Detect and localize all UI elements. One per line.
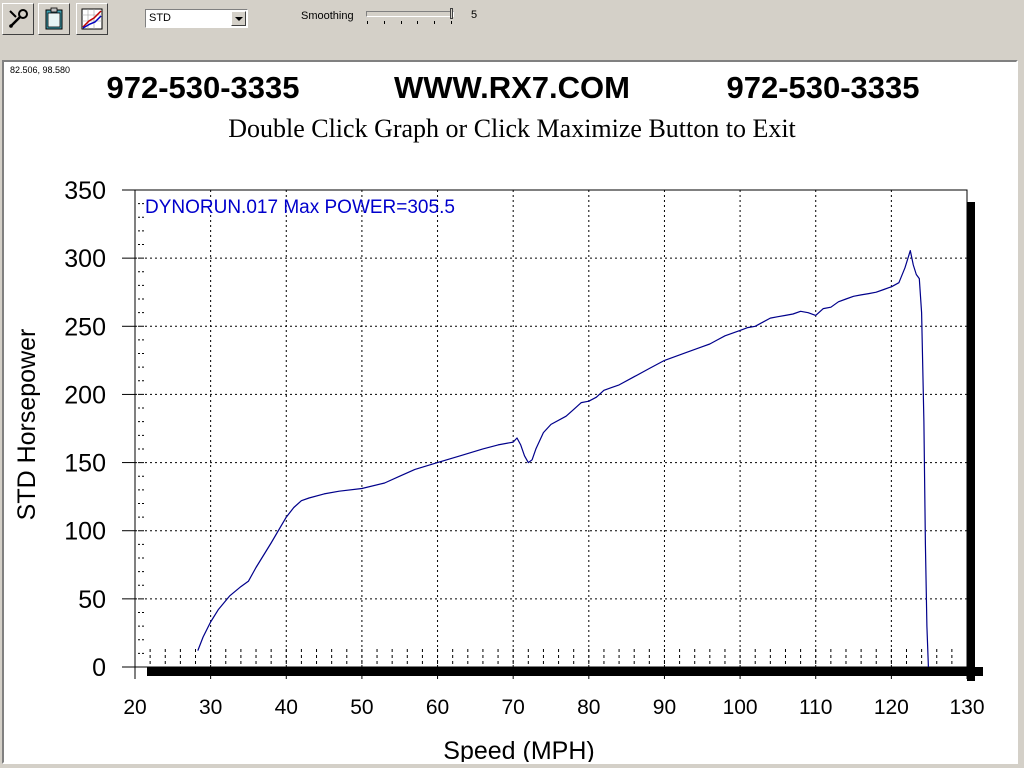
slider-tick [417,21,419,24]
x-tick-label: 130 [949,696,984,719]
graph-icon [81,8,103,30]
y-tick-label: 0 [92,654,106,682]
phone-right: 972-530-3335 [726,70,919,105]
clipboard-button[interactable] [38,3,70,35]
x-tick-label: 100 [723,696,758,719]
mode-select-value: STD [149,12,171,24]
y-tick-label: 250 [64,313,106,341]
plot-area [134,189,968,668]
mode-select[interactable]: STD [145,9,248,28]
x-tick-label: 50 [350,696,373,719]
cursor-readout: 82.506, 98.580 [10,65,70,75]
wrench-icon [9,9,28,28]
y-tick-label: 200 [64,381,106,409]
x-tick-label: 120 [874,696,909,719]
wrench-button[interactable] [2,3,34,35]
y-axis-title: STD Horsepower [13,329,41,521]
phone-left: 972-530-3335 [106,70,299,105]
y-tick-label: 300 [64,245,106,273]
website-title: WWW.RX7.COM [394,70,630,105]
x-tick-label: 40 [275,696,298,719]
plot-shadow-right [967,202,975,681]
slider-track [366,11,454,17]
slider-tick [383,21,385,24]
x-tick-label: 80 [577,696,600,719]
dyno-chart[interactable]: 82.506, 98.580 972-530-3335 WWW.RX7.COM … [4,62,1016,762]
y-tick-label: 100 [64,518,106,546]
toolbar: STD Smoothing 5 [0,0,1024,60]
smoothing-slider[interactable] [366,8,454,26]
x-tick-label: 30 [199,696,222,719]
smoothing-value: 5 [471,9,478,21]
slider-thumb[interactable] [450,8,453,19]
slider-tick [451,21,452,24]
slider-tick [434,21,436,24]
slider-tick [367,21,368,24]
x-tick-label: 70 [502,696,525,719]
max-power-annotation: DYNORUN.017 Max POWER=305.5 [145,197,455,218]
x-tick-label: 60 [426,696,449,719]
dyno-plot-window[interactable]: 82.506, 98.580 972-530-3335 WWW.RX7.COM … [2,60,1018,764]
plot-shadow-bottom [147,667,983,676]
exit-instruction: Double Click Graph or Click Maximize But… [228,114,796,143]
x-tick-label: 20 [123,696,146,719]
horsepower-line [197,250,929,668]
clipboard-icon [45,7,63,30]
x-axis-title: Speed (MPH) [443,737,594,762]
x-tick-label: 90 [653,696,676,719]
smoothing-label: Smoothing [301,10,354,22]
x-tick-label: 110 [799,696,832,719]
y-tick-label: 50 [78,586,106,614]
y-tick-label: 150 [64,450,106,478]
chevron-down-icon[interactable] [231,11,246,26]
graph-button[interactable] [76,3,108,35]
y-tick-label: 350 [64,177,106,205]
slider-tick [400,21,402,24]
